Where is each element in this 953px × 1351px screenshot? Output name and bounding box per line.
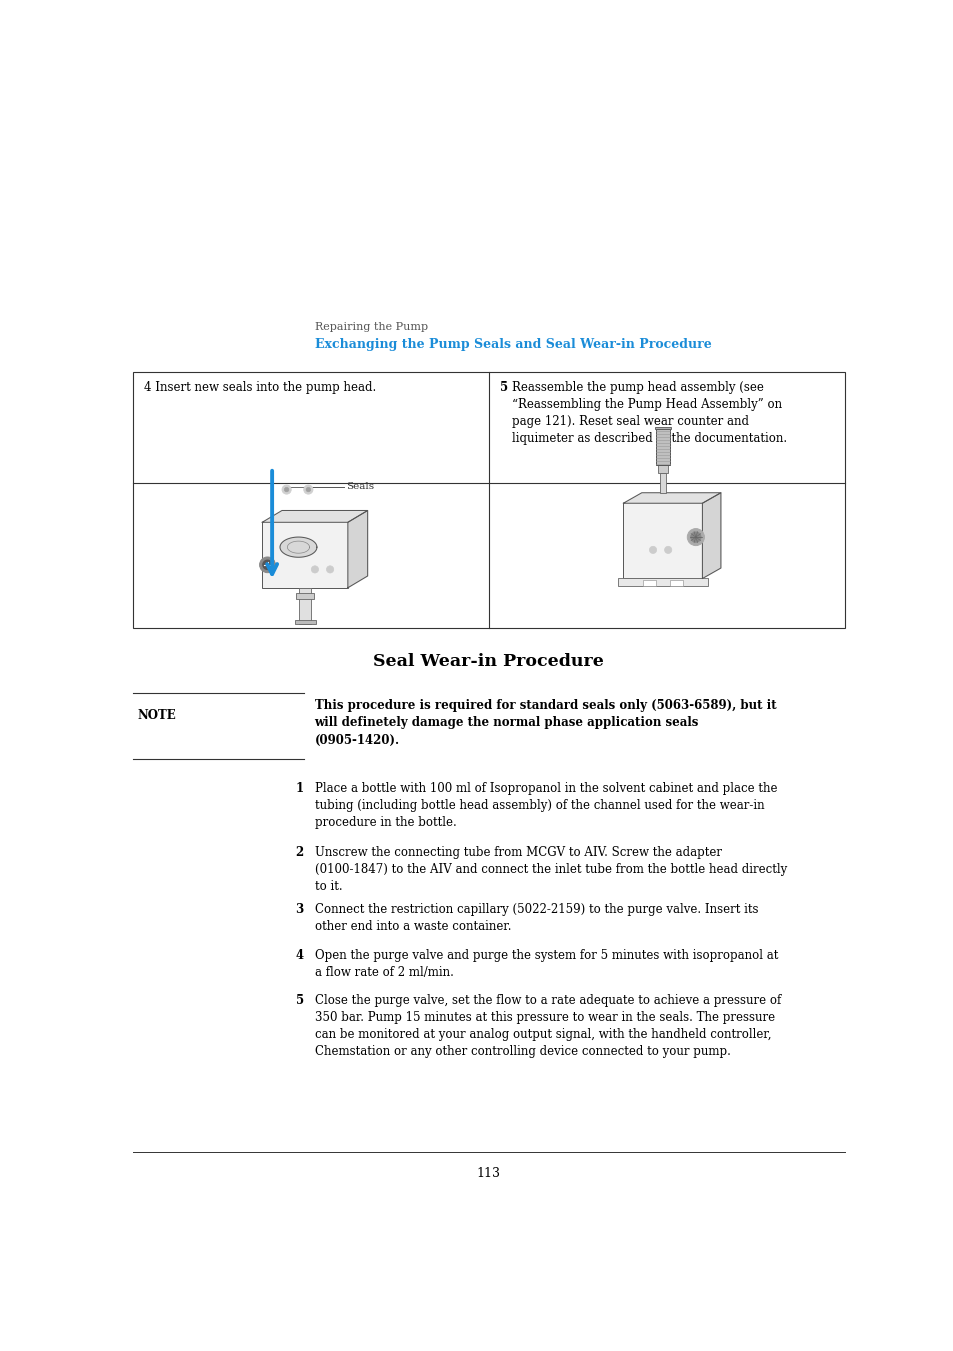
Circle shape — [311, 566, 318, 573]
Polygon shape — [622, 493, 720, 503]
Text: Seal Wear-in Procedure: Seal Wear-in Procedure — [373, 654, 604, 670]
Bar — [669, 580, 682, 585]
Text: Close the purge valve, set the flow to a rate adequate to achieve a pressure of
: Close the purge valve, set the flow to a… — [314, 994, 780, 1058]
Text: Reassemble the pump head assembly (see: Reassemble the pump head assembly (see — [511, 381, 762, 393]
Text: This procedure is required for standard seals only (5063-6589), but it
will defi: This procedure is required for standard … — [314, 698, 776, 747]
Bar — [262, 523, 348, 588]
Text: 4 Insert new seals into the pump head.: 4 Insert new seals into the pump head. — [144, 381, 375, 393]
Bar — [133, 372, 843, 628]
Circle shape — [686, 528, 703, 546]
Bar — [618, 578, 707, 586]
Circle shape — [259, 557, 275, 573]
Bar — [299, 588, 311, 624]
Text: Connect the restriction capillary (5022-2159) to the purge valve. Insert its
oth: Connect the restriction capillary (5022-… — [314, 902, 758, 934]
Text: 5: 5 — [295, 994, 303, 1006]
Text: 1: 1 — [295, 782, 303, 794]
Text: Place a bottle with 100 ml of Isopropanol in the solvent cabinet and place the
t: Place a bottle with 100 ml of Isopropano… — [314, 782, 777, 830]
Text: NOTE: NOTE — [137, 709, 175, 721]
Text: 4: 4 — [295, 948, 303, 962]
Bar — [655, 430, 669, 465]
Bar — [657, 465, 667, 473]
Text: 113: 113 — [476, 1167, 500, 1179]
Circle shape — [664, 546, 671, 554]
Text: 3: 3 — [295, 902, 303, 916]
Bar — [642, 580, 656, 585]
Bar — [654, 427, 670, 430]
Circle shape — [690, 532, 700, 542]
Text: Open the purge valve and purge the system for 5 minutes with isopropanol at
a fl: Open the purge valve and purge the syste… — [314, 948, 777, 979]
Circle shape — [263, 561, 272, 569]
Text: Unscrew the connecting tube from MCGV to AIV. Screw the adapter
(0100-1847) to t: Unscrew the connecting tube from MCGV to… — [314, 846, 786, 893]
Text: Repairing the Pump: Repairing the Pump — [314, 323, 427, 332]
Circle shape — [306, 488, 311, 492]
Polygon shape — [701, 493, 720, 578]
Polygon shape — [348, 511, 367, 588]
Bar — [622, 503, 701, 578]
Polygon shape — [280, 538, 316, 557]
Circle shape — [282, 485, 291, 494]
Text: “Reassembling the Pump Head Assembly” on
page 121). Reset seal wear counter and
: “Reassembling the Pump Head Assembly” on… — [511, 397, 786, 444]
Polygon shape — [262, 511, 367, 523]
Bar — [659, 473, 665, 493]
Circle shape — [284, 488, 289, 492]
Text: 2: 2 — [295, 846, 303, 859]
Text: Exchanging the Pump Seals and Seal Wear-in Procedure: Exchanging the Pump Seals and Seal Wear-… — [314, 338, 711, 351]
Bar — [296, 593, 314, 598]
Bar — [294, 620, 315, 624]
Circle shape — [326, 566, 334, 573]
Text: Seals: Seals — [346, 482, 374, 492]
Circle shape — [649, 546, 656, 554]
Circle shape — [303, 485, 313, 494]
Text: 5: 5 — [499, 381, 507, 393]
